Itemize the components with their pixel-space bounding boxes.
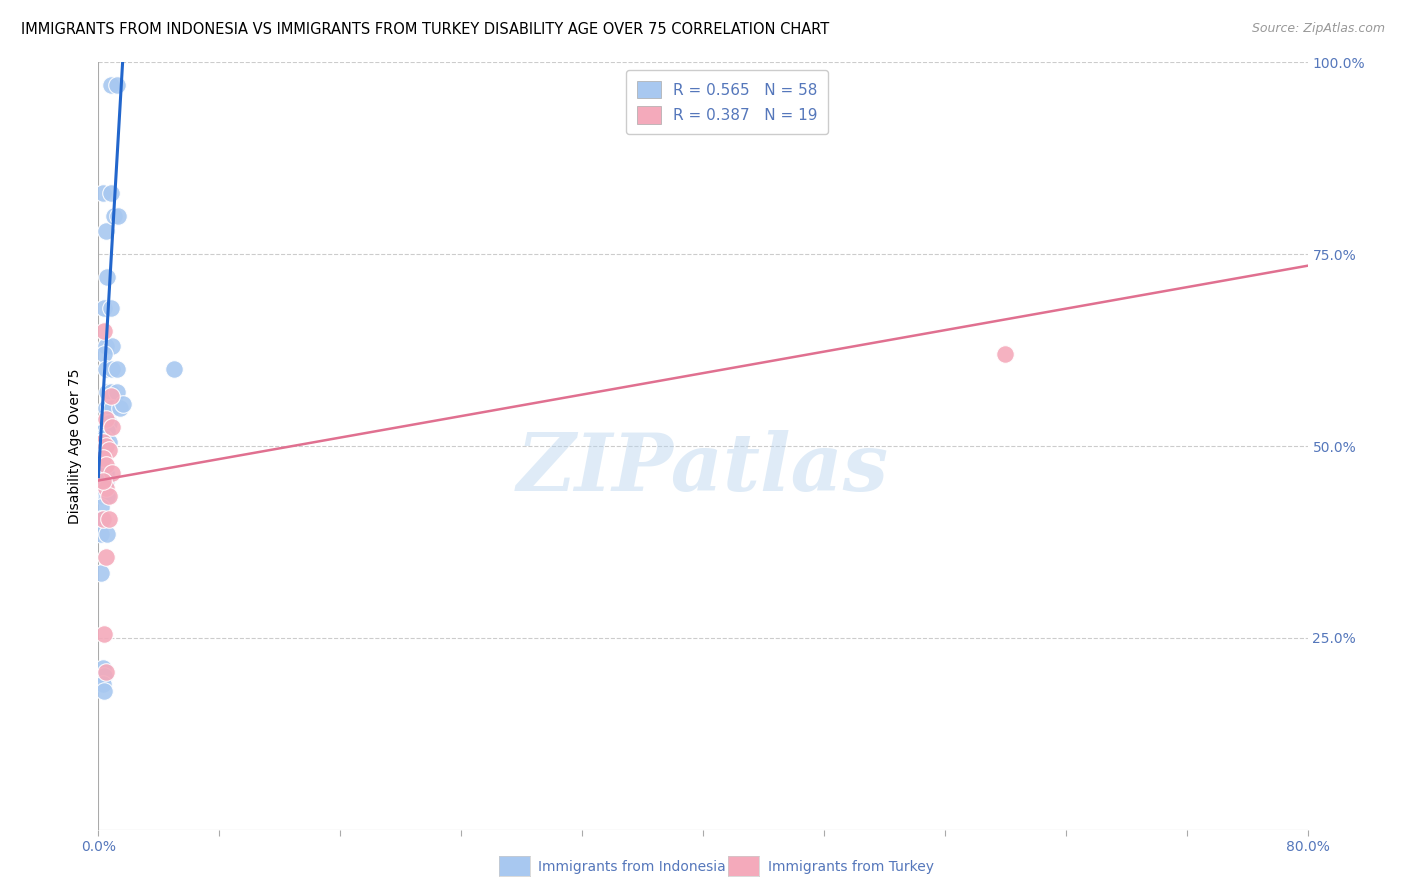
Point [100,301,122,315]
Point [111,397,134,411]
Point [103,209,125,223]
Point [93,627,115,641]
Point [91,474,114,488]
Point [96,424,118,438]
Point [94,481,117,495]
Point [91,424,114,438]
Point [98,435,121,450]
Point [98,416,121,430]
Point [94,339,117,353]
Y-axis label: Disability Age Over 75: Disability Age Over 75 [69,368,83,524]
Point [91,450,114,465]
Point [90,442,112,457]
Point [94,412,117,426]
Point [108,401,131,415]
Text: Immigrants from Turkey: Immigrants from Turkey [768,860,934,874]
Point [93,324,115,338]
Point [93,669,115,683]
Point [93,684,115,698]
Point [93,431,115,445]
Point [94,401,117,415]
Point [90,481,112,495]
Point [100,186,122,200]
Point [96,385,118,400]
Point [94,474,117,488]
Point [100,385,122,400]
Point [98,489,121,503]
Point [91,442,114,457]
Point [91,435,114,450]
Point [105,362,128,376]
Point [101,339,124,353]
Point [96,270,118,285]
Point [93,424,115,438]
Point [90,566,112,580]
Point [100,389,122,403]
Point [94,362,117,376]
Point [163,362,186,376]
Text: Immigrants from Indonesia: Immigrants from Indonesia [538,860,727,874]
Point [90,466,112,480]
Text: IMMIGRANTS FROM INDONESIA VS IMMIGRANTS FROM TURKEY DISABILITY AGE OVER 75 CORRE: IMMIGRANTS FROM INDONESIA VS IMMIGRANTS … [21,22,830,37]
Point [101,466,124,480]
Point [91,450,114,465]
Point [94,550,117,565]
Point [90,500,112,515]
Point [101,401,124,415]
Point [91,186,114,200]
Point [96,489,118,503]
Text: Source: ZipAtlas.com: Source: ZipAtlas.com [1251,22,1385,36]
Point [101,420,124,434]
Point [107,209,129,223]
Point [91,435,114,450]
Point [90,431,112,445]
Legend: R = 0.565   N = 58, R = 0.387   N = 19: R = 0.565 N = 58, R = 0.387 N = 19 [626,70,828,135]
Point [93,301,115,315]
Point [96,527,118,541]
Point [94,435,117,450]
Point [90,450,112,465]
Point [94,439,117,453]
Point [90,527,112,541]
Point [94,458,117,473]
Point [93,416,115,430]
Point [100,78,122,93]
Point [90,474,112,488]
Point [98,401,121,415]
Point [91,489,114,503]
Point [94,665,117,680]
Point [101,362,124,376]
Point [93,347,115,361]
Point [94,466,117,480]
Point [98,442,121,457]
Point [994,347,1017,361]
Point [91,512,114,526]
Point [90,458,112,473]
Point [90,512,112,526]
Point [96,416,118,430]
Text: ZIPatlas: ZIPatlas [517,430,889,508]
Point [98,512,121,526]
Point [105,78,128,93]
Point [105,385,128,400]
Point [91,661,114,675]
Point [94,224,117,238]
Point [90,435,112,450]
Point [91,677,114,691]
